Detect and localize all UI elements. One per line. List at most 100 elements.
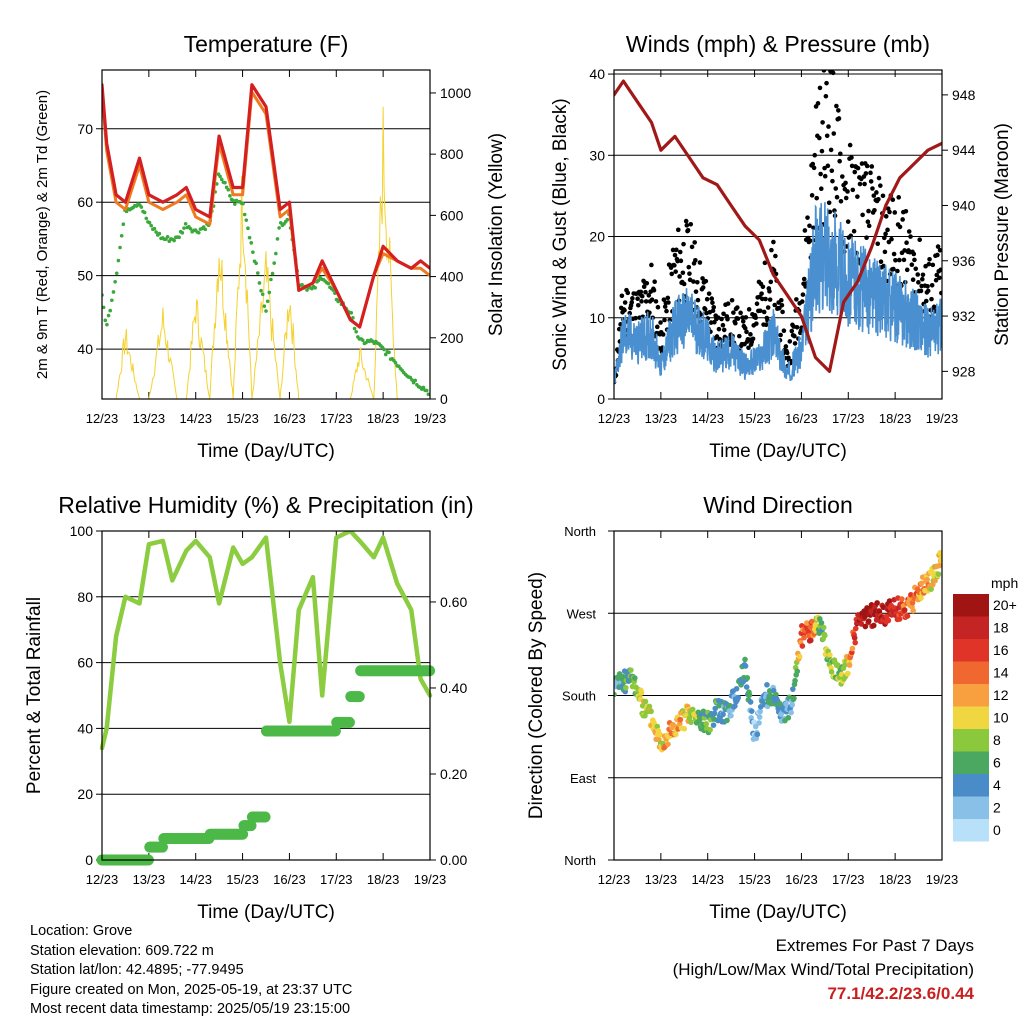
gust-point <box>684 223 690 228</box>
gust-point <box>906 229 912 234</box>
x-tick-label: 17/23 <box>832 872 865 887</box>
precip-point <box>353 691 365 703</box>
gust-point <box>823 93 829 99</box>
y-tick-label: 40 <box>589 66 605 82</box>
dewpoint-point <box>180 230 185 235</box>
x-tick-label: 14/23 <box>691 411 724 426</box>
gust-point <box>729 297 735 303</box>
dewpoint-point <box>259 288 263 293</box>
precip-point <box>237 828 249 840</box>
legend-label: 18 <box>993 620 1009 636</box>
gust-point <box>838 199 844 204</box>
y-axis-label: Sonic Wind & Gust (Blue, Black) <box>550 98 571 370</box>
gust-point <box>746 307 752 312</box>
gust-point <box>742 325 748 331</box>
gust-point <box>767 297 773 302</box>
gust-point <box>836 116 842 121</box>
gust-point <box>824 80 829 86</box>
gust-point <box>778 297 784 303</box>
direction-point <box>937 550 942 556</box>
y-tick-label: 60 <box>77 194 93 210</box>
y-tick-label: North <box>564 524 596 539</box>
gust-point <box>660 332 666 337</box>
gust-point <box>818 171 823 177</box>
x-axis-label: Time (Day/UTC) <box>709 441 847 462</box>
direction-point <box>899 596 905 602</box>
gust-point <box>904 267 910 273</box>
gust-point <box>622 307 627 313</box>
gust-point <box>710 300 715 305</box>
dewpoint-point <box>272 261 277 265</box>
gust-point <box>822 173 828 179</box>
gust-point <box>814 195 820 201</box>
gust-point <box>709 296 715 301</box>
dewpoint-point <box>118 245 122 250</box>
direction-point <box>870 622 877 629</box>
gust-point <box>759 291 764 296</box>
gust-point <box>675 227 681 233</box>
direction-point <box>620 673 626 680</box>
gust-point <box>644 280 650 286</box>
y2-tick-label: 600 <box>440 207 464 223</box>
direction-point <box>796 653 803 660</box>
gust-point <box>837 158 842 164</box>
direction-point <box>628 667 634 673</box>
gust-point <box>824 133 830 139</box>
direction-point <box>807 624 814 630</box>
dewpoint-point <box>106 313 111 318</box>
direction-point <box>918 580 925 587</box>
direction-point <box>748 708 755 714</box>
direction-point <box>773 691 779 698</box>
dewpoint-point <box>110 298 114 303</box>
gust-point <box>839 174 845 179</box>
gust-point <box>680 270 686 276</box>
dewpoint-point <box>247 235 252 240</box>
gust-point <box>792 333 797 339</box>
x-tick-label: 15/23 <box>226 872 259 887</box>
gust-point <box>702 307 708 312</box>
y2-tick-label: 800 <box>440 146 464 162</box>
station-info: Location: Grove Station elevation: 609.7… <box>30 922 352 1020</box>
gust-point <box>683 218 689 224</box>
gust-point <box>860 212 865 218</box>
x-tick-label: 18/23 <box>367 411 400 426</box>
direction-point <box>688 719 694 726</box>
gust-point <box>891 251 897 257</box>
gust-point <box>744 329 749 335</box>
direction-point <box>827 652 833 658</box>
gust-point <box>721 311 726 317</box>
direction-point <box>712 705 719 712</box>
gust-point <box>872 207 877 213</box>
gust-point <box>926 261 932 267</box>
legend-swatch <box>953 616 989 639</box>
gust-point <box>882 249 888 255</box>
direction-point <box>677 716 684 723</box>
x-tick-label: 15/23 <box>226 411 259 426</box>
direction-point <box>910 607 916 614</box>
gust-point <box>930 262 936 268</box>
y2-tick-label: 936 <box>952 253 976 269</box>
gust-point <box>912 257 917 263</box>
dewpoint-point <box>139 205 144 209</box>
direction-point <box>742 656 748 663</box>
legend-swatch <box>953 751 989 774</box>
gust-point <box>889 236 894 242</box>
dewpoint-point <box>264 309 268 313</box>
gust-point <box>672 263 677 268</box>
panel-title: Relative Humidity (%) & Precipitation (i… <box>58 492 473 518</box>
dewpoint-point <box>144 216 149 221</box>
gust-point <box>721 327 727 333</box>
extremes-subheading: (High/Low/Max Wind/Total Precipitation) <box>672 960 974 979</box>
dewpoint-point <box>147 220 152 225</box>
gust-point <box>635 302 641 308</box>
legend-label: 16 <box>993 642 1009 658</box>
y-tick-label: 80 <box>77 589 93 605</box>
gust-point <box>916 280 921 285</box>
y-tick-label: 70 <box>77 121 93 137</box>
gust-point <box>692 240 697 245</box>
direction-point <box>785 714 792 721</box>
direction-point <box>735 694 742 701</box>
gust-point <box>771 239 776 245</box>
gust-point <box>720 322 726 328</box>
y2-tick-label: 940 <box>952 197 976 213</box>
